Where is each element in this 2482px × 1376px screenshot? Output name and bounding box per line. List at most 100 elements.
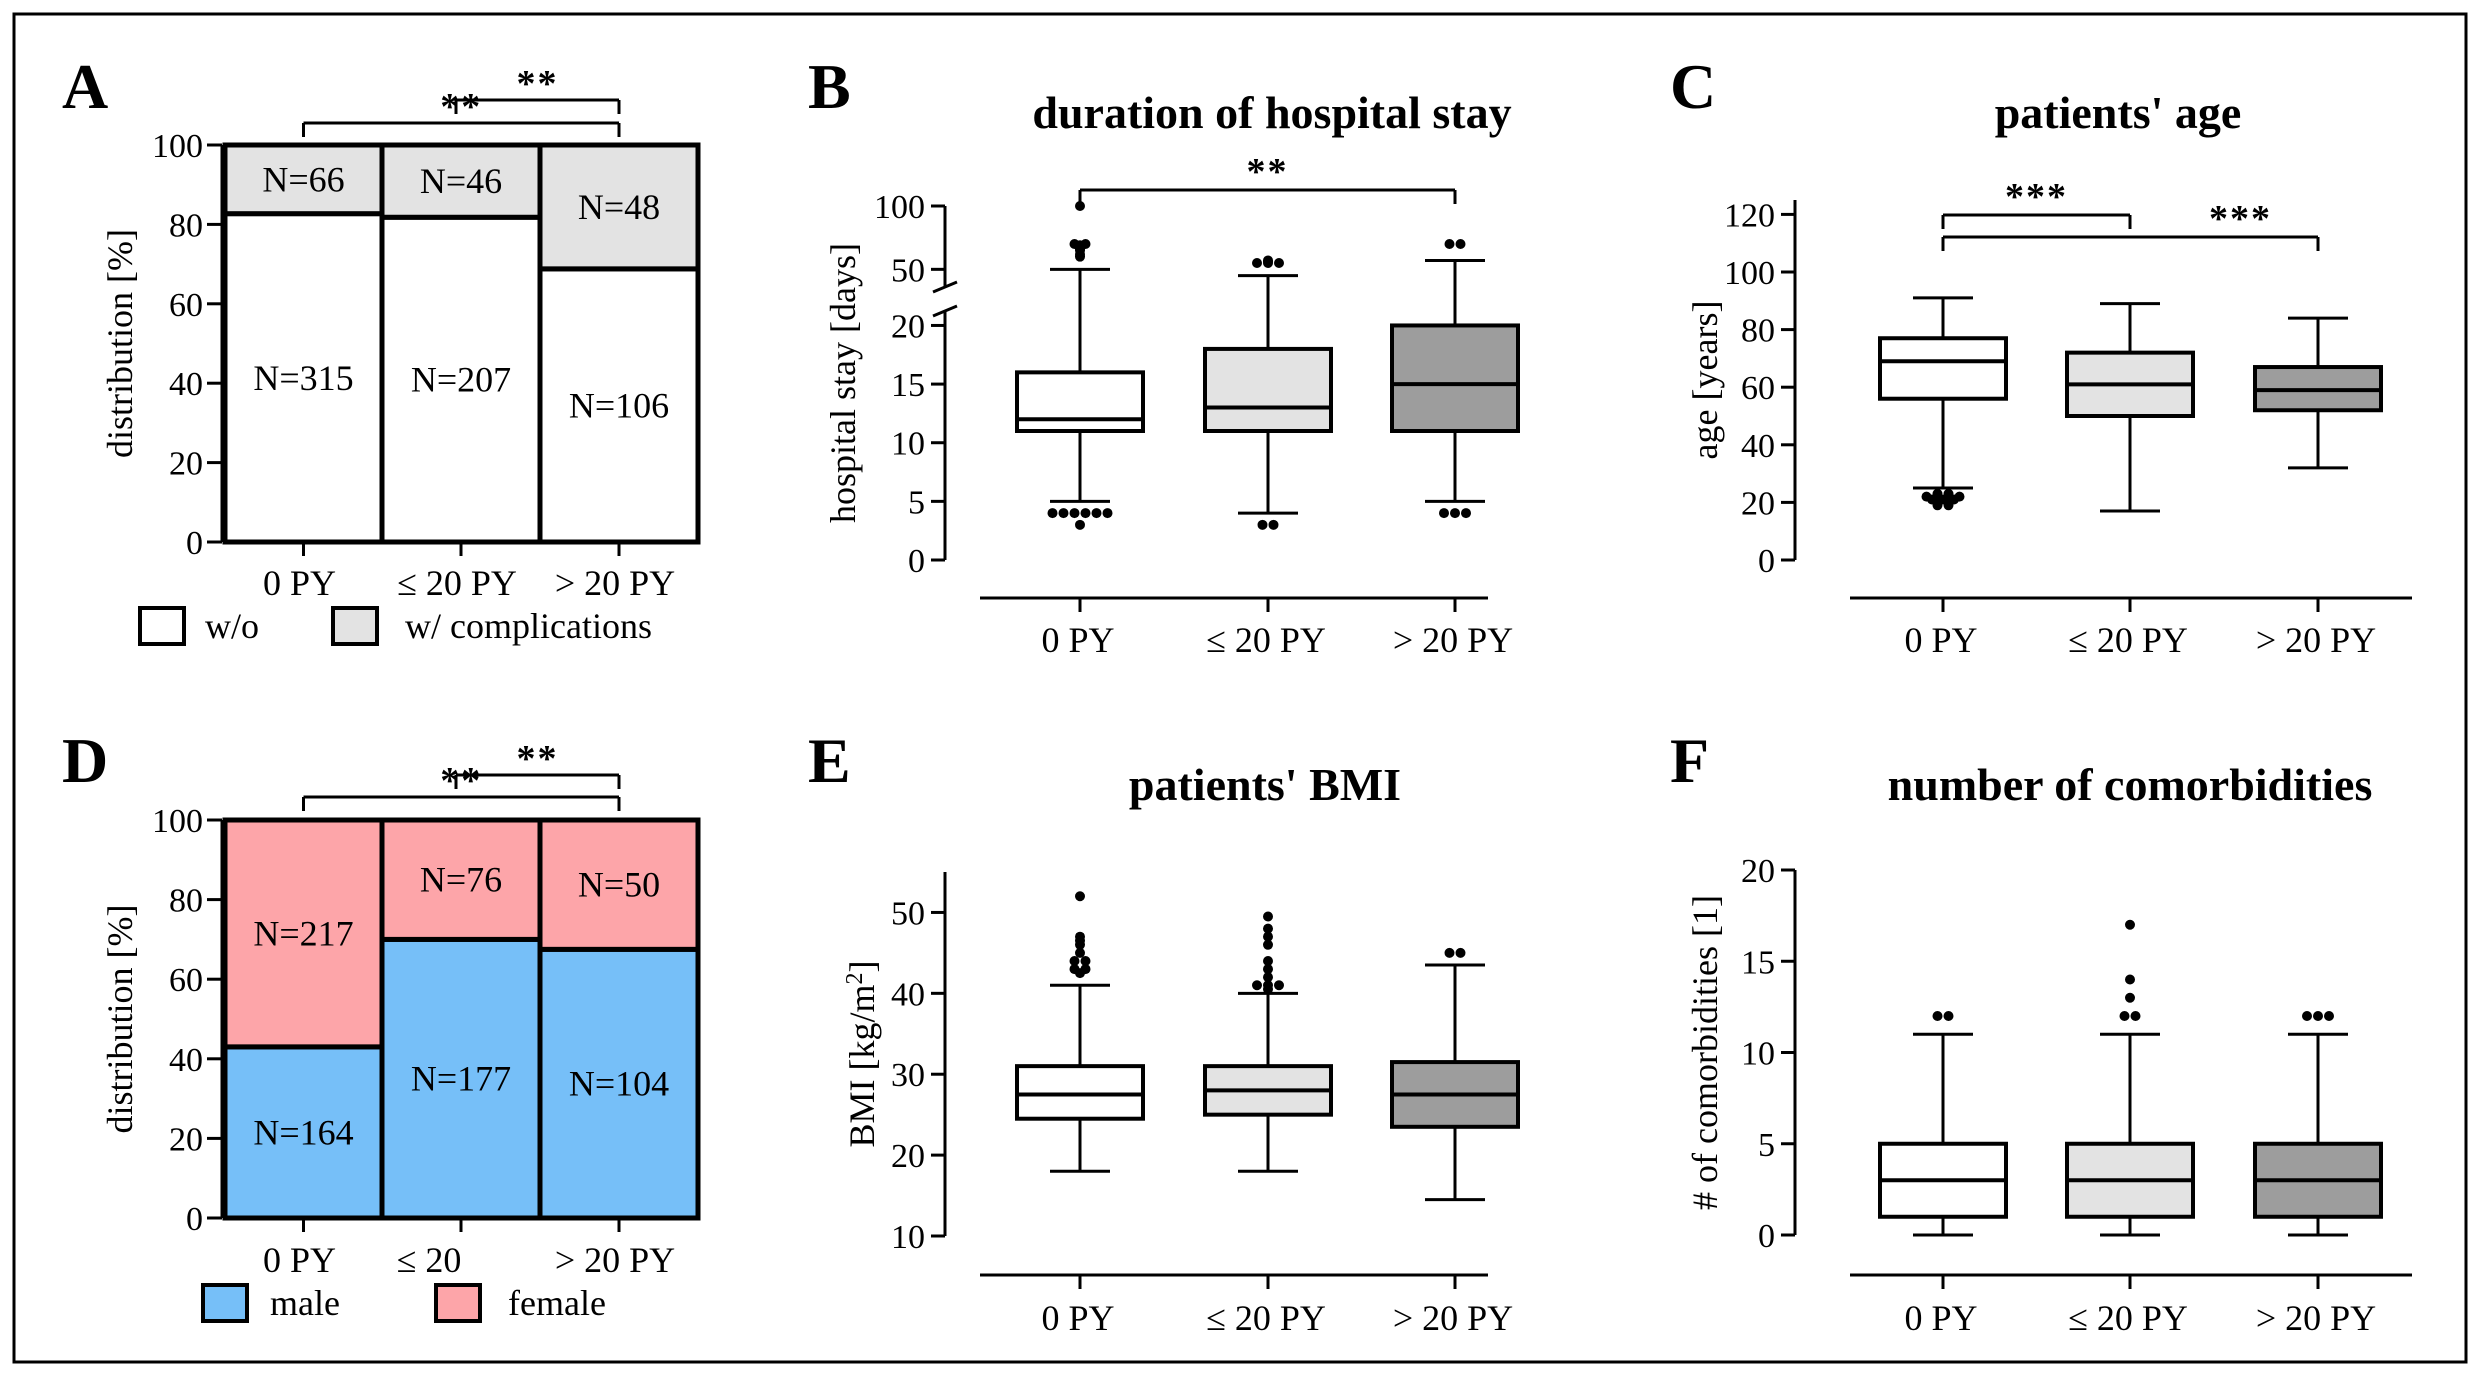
legend-label: w/ complications [405, 606, 652, 646]
significance-label: ** [517, 63, 559, 105]
outlier-point [1461, 508, 1471, 519]
panels-layer: AN=315N=66N=207N=46N=106N=48020406080100… [62, 51, 2412, 1338]
outlier-point [1263, 911, 1273, 922]
y-tick-label: 80 [169, 883, 203, 920]
outlier-point [1075, 891, 1085, 902]
bar-count-label: N=48 [578, 187, 660, 227]
significance-bracket: *** [1941, 176, 2132, 229]
outlier-point [1080, 239, 1091, 249]
iqr-box [1203, 346, 1333, 433]
outlier-point [1263, 955, 1273, 966]
iqr-box [1015, 370, 1145, 434]
outlier-point [1069, 955, 1080, 966]
legend-item: female [434, 1283, 606, 1323]
y-tick-label: 80 [1741, 313, 1775, 350]
outlier-point [1257, 519, 1268, 530]
x-category-label: > 20 PY [2256, 620, 2376, 660]
x-category-label: 0 PY [263, 1240, 336, 1280]
x-category-label: > 20 PY [1393, 620, 1513, 660]
significance-label: *** [2005, 176, 2068, 218]
legend-item: male [201, 1283, 340, 1323]
y-tick-label: 20 [891, 308, 925, 345]
bar-count-label: N=164 [253, 1112, 353, 1152]
y-tick-label: 20 [1741, 485, 1775, 522]
y-axis-label-superscript: 2 [842, 972, 868, 984]
outlier-point [2302, 1011, 2312, 1021]
outlier-point [1268, 519, 1279, 530]
significance-bracket: ** [454, 738, 621, 789]
outlier-point [1075, 947, 1085, 958]
outlier-point [1075, 968, 1085, 979]
outlier-point [1274, 258, 1284, 268]
y-axis-label: # of comorbidities [1] [1685, 895, 1725, 1210]
legend-swatch [201, 1283, 249, 1323]
legend-label: female [508, 1283, 606, 1323]
bar-count-label: N=177 [411, 1059, 511, 1099]
y-axis-label-end: ] [842, 960, 882, 972]
y-tick-label: 10 [1741, 1036, 1775, 1073]
y-tick-label: 0 [908, 543, 925, 580]
y-tick-label: 10 [891, 426, 925, 463]
outlier-point [1075, 519, 1085, 530]
y-axis-label: BMI [kg/m2] [842, 960, 882, 1147]
bar-count-label: N=46 [420, 161, 502, 201]
y-tick-label: 100 [152, 128, 203, 165]
outlier-point [1263, 931, 1273, 942]
outlier-point [2125, 919, 2135, 930]
panel-label: D [62, 725, 108, 796]
legend-swatch [138, 606, 186, 646]
x-category-label: > 20 PY [555, 563, 675, 603]
y-tick-label: 100 [152, 803, 203, 840]
y-tick-label: 60 [169, 962, 203, 999]
outlier-point [1075, 935, 1085, 946]
chart-title: patients' age [1995, 87, 2242, 138]
bar-segment [379, 142, 543, 220]
chart-title: patients' BMI [1129, 759, 1401, 810]
legend-item: w/o [138, 606, 259, 646]
box-3 [1390, 947, 1520, 1202]
y-tick-label: 0 [1758, 1218, 1775, 1255]
x-category-label: ≤ 20 [397, 1240, 462, 1280]
x-category-label: ≤ 20 PY [1206, 1298, 1326, 1338]
outlier-point [1069, 239, 1080, 249]
significance-label: ** [1247, 151, 1289, 193]
significance-bracket: ** [454, 63, 621, 114]
box-1 [1015, 891, 1145, 1173]
box-2 [2065, 302, 2195, 513]
bar-segment [537, 946, 701, 1221]
bar-segment [537, 817, 701, 952]
y-tick-label: 15 [1741, 944, 1775, 981]
outlier-point [1263, 964, 1273, 975]
outlier-point [2119, 1011, 2130, 1021]
outlier-point [2313, 1011, 2323, 1021]
y-tick-label: 40 [1741, 428, 1775, 465]
y-tick-label: 60 [169, 287, 203, 324]
x-category-label: ≤ 20 PY [2068, 1298, 2188, 1338]
x-category-label: > 20 PY [1393, 1298, 1513, 1338]
y-tick-label: 0 [186, 525, 203, 562]
outlier-point [1932, 1011, 1943, 1021]
significance-bracket: ** [302, 86, 621, 137]
outlier-point [1450, 508, 1460, 519]
significance-bracket: ** [1078, 151, 1457, 204]
y-tick-label: 40 [169, 366, 203, 403]
iqr-box [1878, 336, 2008, 401]
y-tick-label: 5 [908, 484, 925, 521]
y-tick-label: 15 [891, 367, 925, 404]
outlier-point [1263, 939, 1273, 950]
y-tick-label: 50 [891, 895, 925, 932]
significance-label: ** [440, 760, 482, 802]
outlier-point [2324, 1011, 2334, 1021]
y-tick-label: 10 [891, 1219, 925, 1256]
bar-count-label: N=207 [411, 360, 511, 400]
y-tick-label: 0 [1758, 543, 1775, 580]
y-tick-label: 50 [891, 252, 925, 289]
outlier-point [1921, 491, 1932, 502]
outlier-point [1455, 947, 1466, 958]
iqr-box [1390, 323, 1520, 434]
outlier-point [1444, 239, 1455, 249]
bar-count-label: N=315 [253, 358, 353, 398]
